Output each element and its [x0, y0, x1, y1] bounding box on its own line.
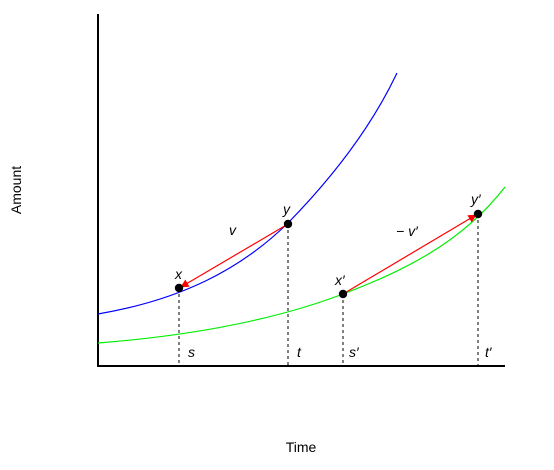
point-y-prime [473, 209, 483, 219]
point-y [283, 219, 293, 229]
green-curve [97, 186, 506, 344]
time-label-s: s [188, 344, 195, 360]
x-axis-title: Time [286, 439, 317, 455]
point-y-prime-label: y′ [470, 191, 482, 207]
point-x [174, 283, 184, 293]
y-axis-title: Amount [8, 166, 24, 214]
point-x-prime [338, 289, 348, 299]
point-x-label: x [174, 266, 183, 282]
time-label-s-prime: s′ [349, 344, 360, 360]
time-label-t: t [297, 344, 302, 360]
vector-neg-v-prime-label: − v′ [396, 223, 419, 239]
point-y-label: y [282, 201, 291, 217]
point-x-prime-label: x′ [334, 272, 346, 288]
vector-v-label: v [229, 222, 237, 238]
vector-neg-v-prime [342, 214, 477, 295]
vector-v [180, 223, 289, 288]
blue-curve [97, 72, 398, 315]
time-label-t-prime: t′ [485, 344, 493, 360]
